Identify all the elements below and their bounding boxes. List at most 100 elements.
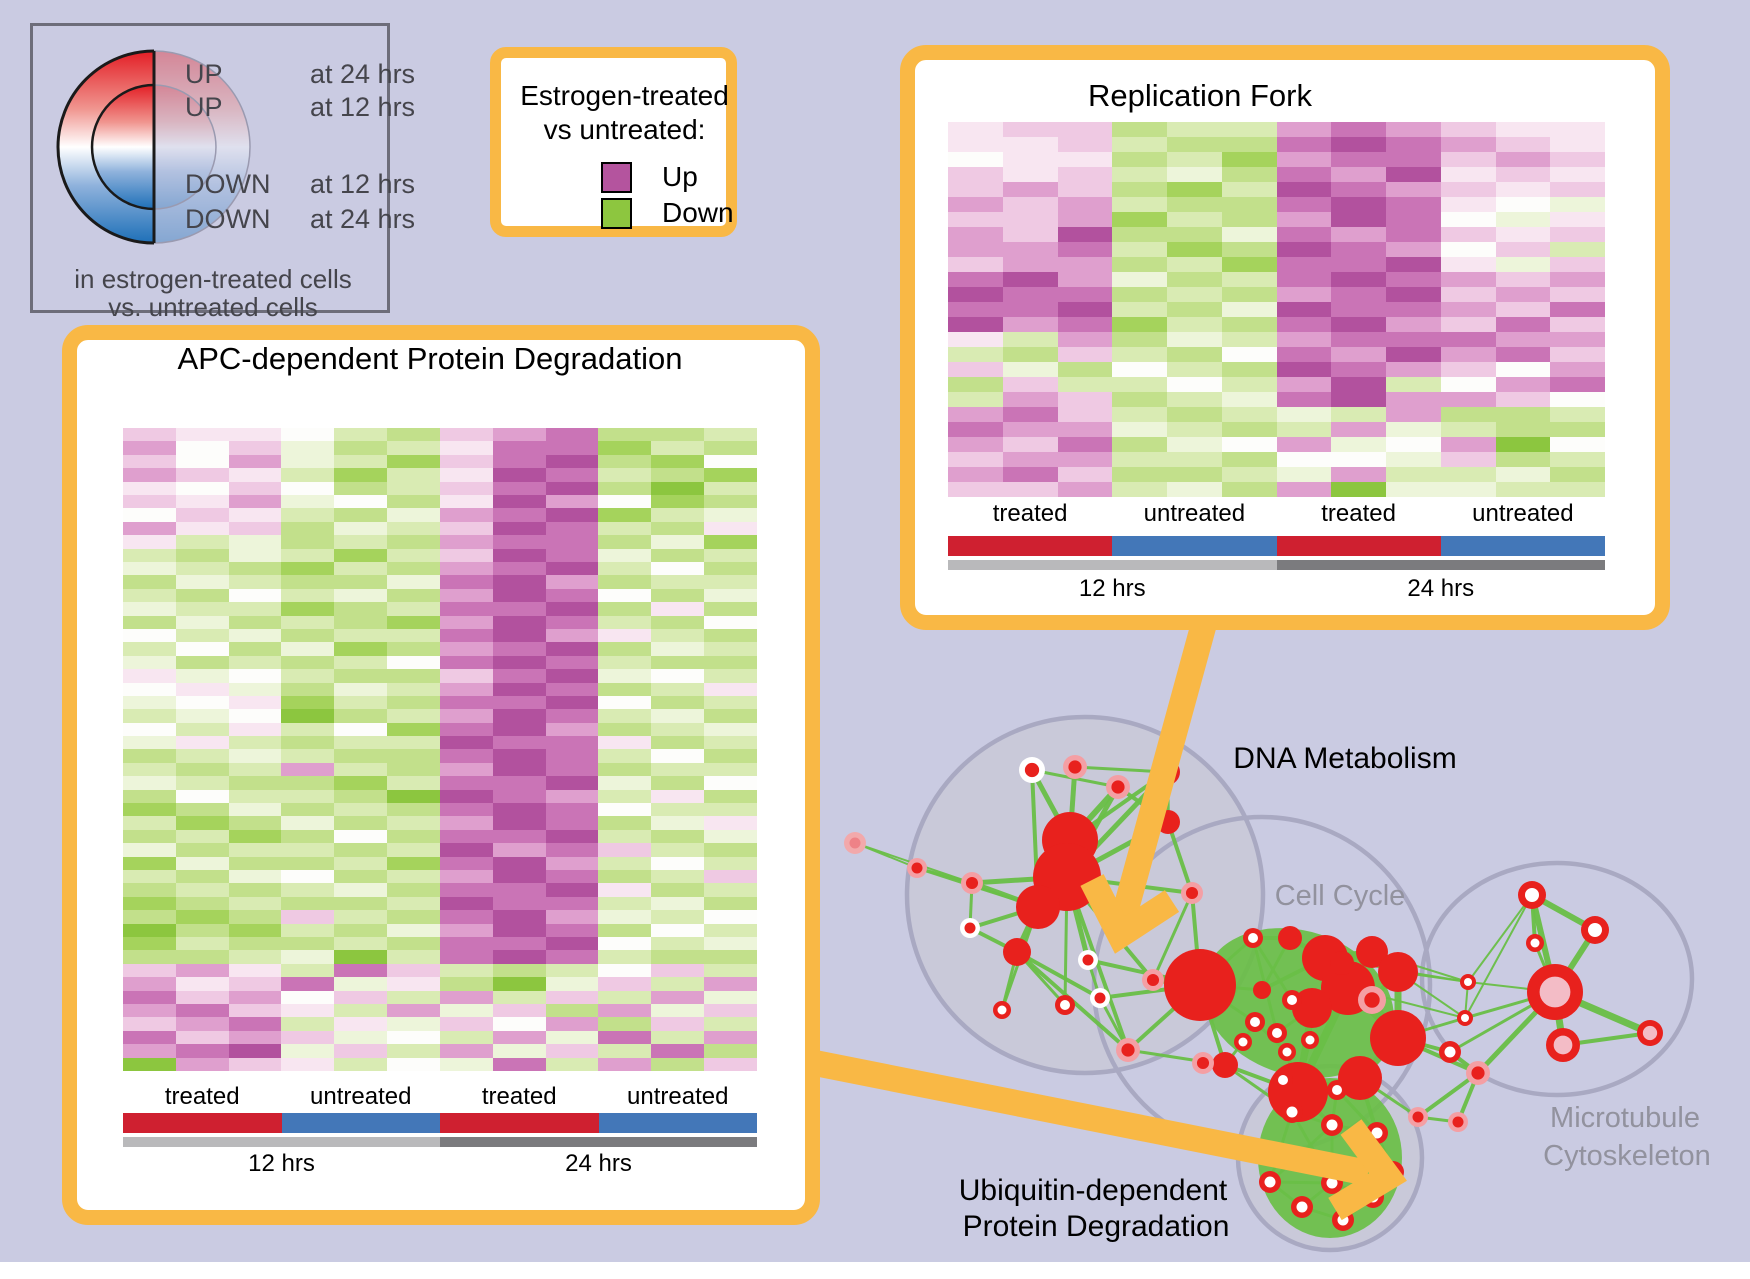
heatmap-cell xyxy=(439,829,493,844)
heatmap-cell xyxy=(281,856,335,871)
heatmap-cell xyxy=(1002,197,1058,212)
heatmap-cell xyxy=(1057,347,1113,362)
heatmap-cell xyxy=(492,548,546,562)
heatmap-cell xyxy=(175,628,229,643)
heatmap-cell xyxy=(387,561,440,576)
heatmap-cell xyxy=(704,682,757,696)
heatmap-cell xyxy=(1495,437,1551,452)
heatmap-cell xyxy=(281,829,335,844)
heatmap-cell xyxy=(651,950,705,964)
heatmap-cell xyxy=(387,870,440,884)
heatmap-cell xyxy=(1386,152,1441,167)
heatmap-cell xyxy=(1440,332,1496,347)
heatmap-cell xyxy=(334,468,388,482)
heatmap-cell xyxy=(1440,482,1496,497)
heatmap-cell xyxy=(1276,317,1332,332)
heatmap-cell xyxy=(334,722,388,737)
heatmap-cell xyxy=(281,803,335,817)
heatmap-cell xyxy=(334,870,388,884)
heatmap-cell xyxy=(545,575,599,589)
heatmap-cell xyxy=(1002,362,1058,377)
heatmap-cell xyxy=(123,1030,176,1045)
heatmap-cell xyxy=(651,709,705,723)
heatmap-cell xyxy=(1221,437,1277,452)
heatmap-cell xyxy=(334,789,388,804)
heatmap-cell xyxy=(651,963,705,978)
heatmap-cell xyxy=(492,682,546,696)
heatmap-cell xyxy=(123,548,176,562)
heatmap-cell xyxy=(334,628,388,643)
heatmap-cell xyxy=(492,736,546,750)
heatmap-cell xyxy=(1221,137,1277,152)
heatmap-cell xyxy=(1440,287,1496,302)
heatmap-cell xyxy=(1002,152,1058,167)
heatmap-cell xyxy=(1440,227,1496,242)
heatmap-cell xyxy=(1495,257,1551,272)
heatmap-cell xyxy=(704,776,757,790)
heatmap-cell xyxy=(387,803,440,817)
heatmap-cell xyxy=(439,602,493,616)
heatmap-cell xyxy=(948,392,1003,407)
network-node xyxy=(1539,976,1571,1008)
heatmap-cell xyxy=(598,816,652,830)
heatmap-cell xyxy=(651,896,705,911)
heatmap-cell xyxy=(281,762,335,777)
flow-arrow-shaft xyxy=(807,1049,1371,1186)
heatmap-cell xyxy=(1550,287,1605,302)
heatmap-cell xyxy=(175,950,229,964)
heatmap-cell xyxy=(1495,452,1551,467)
heatmap-cell xyxy=(598,548,652,562)
network-edge xyxy=(1464,894,1533,1019)
heatmap-cell xyxy=(387,950,440,964)
heatmap-cell xyxy=(1495,152,1551,167)
network-node xyxy=(1238,1037,1248,1047)
heatmap-cell xyxy=(1057,227,1113,242)
network-node xyxy=(1164,949,1236,1021)
heatmap-cell xyxy=(439,776,493,790)
heatmap-cell xyxy=(1276,302,1332,317)
heatmap-cell xyxy=(175,441,229,455)
heatmap-cell xyxy=(492,521,546,536)
heatmap-cell xyxy=(1550,452,1605,467)
heatmap-cell xyxy=(1495,212,1551,227)
network-node xyxy=(1121,1043,1135,1057)
heatmap-cell xyxy=(1057,392,1113,407)
heatmap-cell xyxy=(228,1057,282,1071)
heatmap-cell xyxy=(1440,452,1496,467)
heatmap-cell xyxy=(334,602,388,616)
heatmap-cell xyxy=(704,468,757,482)
heatmap-cell xyxy=(1331,272,1386,287)
heatmap-cell xyxy=(1112,197,1167,212)
heatmap-cell xyxy=(704,910,757,924)
heatmap-cell xyxy=(228,990,282,1005)
heatmap-cell xyxy=(334,950,388,964)
heatmap-cell xyxy=(123,762,176,777)
heatmap-cell xyxy=(1057,467,1113,482)
heatmap-cell xyxy=(334,588,388,603)
heatmap-cell xyxy=(1057,242,1113,257)
heatmap-cell xyxy=(228,628,282,643)
heatmap-cell xyxy=(1550,227,1605,242)
heatmap-cell xyxy=(598,615,652,629)
heatmap-cell xyxy=(651,870,705,884)
heatmap-cell xyxy=(228,762,282,777)
heatmap-cell xyxy=(1002,167,1058,182)
heatmap-cell xyxy=(598,977,652,991)
heatmap-cell xyxy=(439,883,493,897)
heatmap-cell xyxy=(281,454,335,469)
heatmap-cell xyxy=(1331,347,1386,362)
network-node xyxy=(1296,1201,1308,1213)
heatmap-cell xyxy=(281,923,335,938)
apc-group-untreated-24: untreated xyxy=(627,1083,729,1110)
heatmap-cell xyxy=(598,776,652,790)
heatmap-cell xyxy=(123,695,176,710)
heatmap-cell xyxy=(387,669,440,683)
heatmap-cell xyxy=(1495,272,1551,287)
heatmap-cell xyxy=(545,709,599,723)
heatmap-cell xyxy=(492,910,546,924)
heatmap-cell xyxy=(334,990,388,1005)
heatmap-cell xyxy=(1386,467,1441,482)
heatmap-cell xyxy=(545,1057,599,1071)
heatmap-cell xyxy=(492,829,546,844)
heatmap-cell xyxy=(439,803,493,817)
